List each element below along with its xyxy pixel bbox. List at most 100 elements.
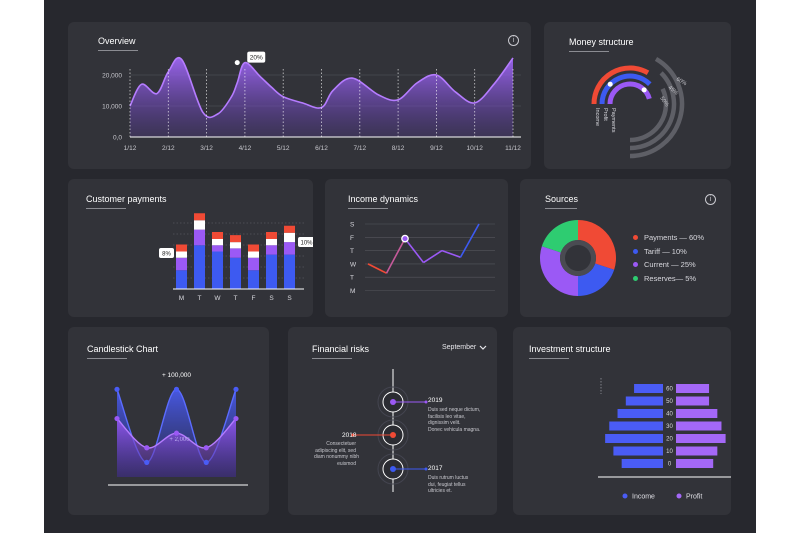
chevron-down-icon	[479, 345, 487, 350]
customer-payments-chart: M T W T F S S 8% 10%	[159, 213, 313, 302]
radial-bar	[607, 81, 652, 105]
info-icon[interactable]: i	[508, 35, 519, 46]
data-point	[144, 459, 150, 465]
annotation-point	[234, 60, 240, 66]
y-tick-label: 40	[666, 412, 673, 418]
x-tick-label: 7/12	[353, 145, 366, 152]
bar-income	[613, 446, 663, 456]
investment-structure-chart: 60 50 40 30 20 10 0 Income Profit	[598, 378, 731, 501]
donut-hole-inner	[565, 245, 591, 271]
overview-area	[130, 57, 513, 137]
annotation-label: 8%	[162, 252, 171, 258]
line-segment	[459, 223, 480, 258]
x-tick-label: T	[234, 295, 238, 302]
y-tick-label: 60	[666, 387, 673, 393]
event-text: Duis sed neque dictum, facilisis leo vit…	[428, 407, 481, 433]
bar-profit	[676, 459, 714, 468]
x-tick-label: W	[214, 295, 221, 302]
x-tick-label: F	[252, 295, 256, 302]
radial-track	[629, 57, 685, 159]
bar-profit	[676, 434, 726, 443]
candlestick-card: Candlestick Chart + 100,000 + 2,000	[68, 327, 269, 515]
legend-item: Tariff — 10%	[633, 245, 704, 259]
donut-slice	[578, 263, 615, 296]
month-dropdown-label: September	[442, 344, 477, 351]
x-tick-label: S	[269, 295, 274, 302]
bar-segment	[266, 232, 277, 239]
y-tick-label: 10,000	[102, 104, 122, 111]
x-tick-label: 3/12	[200, 145, 213, 152]
donut-slice	[578, 220, 616, 270]
event-text: Duis rutrum luctus dui, feugiat tellus u…	[428, 475, 469, 494]
x-tick-label: 6/12	[315, 145, 328, 152]
line-segment	[441, 249, 461, 259]
donut-slice	[540, 246, 578, 296]
legend-marker	[676, 493, 682, 499]
event-text: Consectetuer adipiscing elit, sed diam n…	[314, 441, 360, 467]
sources-donut-chart	[540, 220, 616, 296]
annotation-label: 20%	[250, 55, 263, 62]
annotation-label: + 2,000	[169, 437, 190, 443]
legend-item: Payments — 60%	[633, 231, 704, 245]
customer-payments-title: Customer payments	[86, 194, 167, 204]
sources-title: Sources	[545, 194, 579, 204]
y-tick-label: 20,000	[102, 73, 122, 80]
legend-item: Reserves— 5%	[633, 272, 704, 286]
bar-segment	[230, 248, 241, 258]
data-point	[173, 386, 180, 392]
bar-profit	[676, 409, 718, 418]
data-point	[144, 445, 150, 451]
data-point	[114, 386, 120, 392]
financial-risks-title: Financial risks	[312, 344, 370, 354]
bar-segment	[284, 254, 295, 289]
data-point	[203, 445, 209, 451]
bar-segment	[230, 235, 241, 243]
bar-segment	[194, 229, 205, 246]
series-name-label: Payments	[610, 108, 616, 133]
info-icon[interactable]: i	[705, 194, 716, 205]
overview-card: Overview i 0,0 10,000 20,000 1/12 2/12 3/12 4/…	[68, 22, 531, 169]
series-name-label: Income	[594, 108, 600, 126]
connector-end	[424, 467, 428, 471]
annotation-label: + 100,000	[162, 372, 191, 379]
money-structure-chart: 60%45%50% Income Profit Payments	[591, 57, 688, 159]
x-tick-label: 8/12	[392, 145, 405, 152]
bar-income	[609, 421, 663, 431]
bar-segment	[176, 251, 187, 258]
bar-segment	[266, 245, 277, 255]
bar-profit	[676, 446, 718, 456]
line-segment	[404, 238, 425, 264]
line-segment	[367, 263, 387, 274]
bar-profit	[676, 396, 710, 406]
annotation-box	[298, 237, 313, 247]
x-tick-label: 2/12	[162, 145, 175, 152]
month-dropdown[interactable]: September	[442, 344, 487, 351]
y-tick-label: 0	[668, 462, 672, 468]
y-tick-label: 10	[666, 449, 673, 455]
legend-item: Current — 25%	[633, 258, 704, 272]
bar-segment	[230, 242, 241, 249]
y-tick-label: W	[350, 261, 357, 268]
x-tick-label: 9/12	[430, 145, 443, 152]
bar-segment	[248, 251, 259, 258]
y-tick-label: S	[350, 222, 355, 229]
y-tick-label: M	[350, 288, 355, 295]
donut-slice	[541, 220, 578, 253]
event-year: 2018	[342, 432, 357, 439]
money-structure-title: Money structure	[569, 37, 634, 47]
dashboard: Overview i 0,0 10,000 20,000 1/12 2/12 3/12 4/…	[44, 0, 756, 533]
annotation-box	[247, 51, 266, 63]
overview-line	[129, 57, 514, 119]
bar-segment	[212, 239, 223, 246]
x-tick-label: S	[287, 295, 292, 302]
event-year: 2017	[428, 465, 443, 472]
line-segment	[385, 238, 406, 274]
bar-segment	[194, 220, 205, 230]
radial-marker	[641, 87, 647, 93]
annotation-box	[159, 248, 174, 258]
customer-payments-card: Customer payments M T W T F S S 8% 10%	[68, 179, 313, 317]
y-tick-label: T	[350, 248, 354, 255]
radial-track	[629, 71, 677, 151]
bar-income	[617, 409, 663, 418]
